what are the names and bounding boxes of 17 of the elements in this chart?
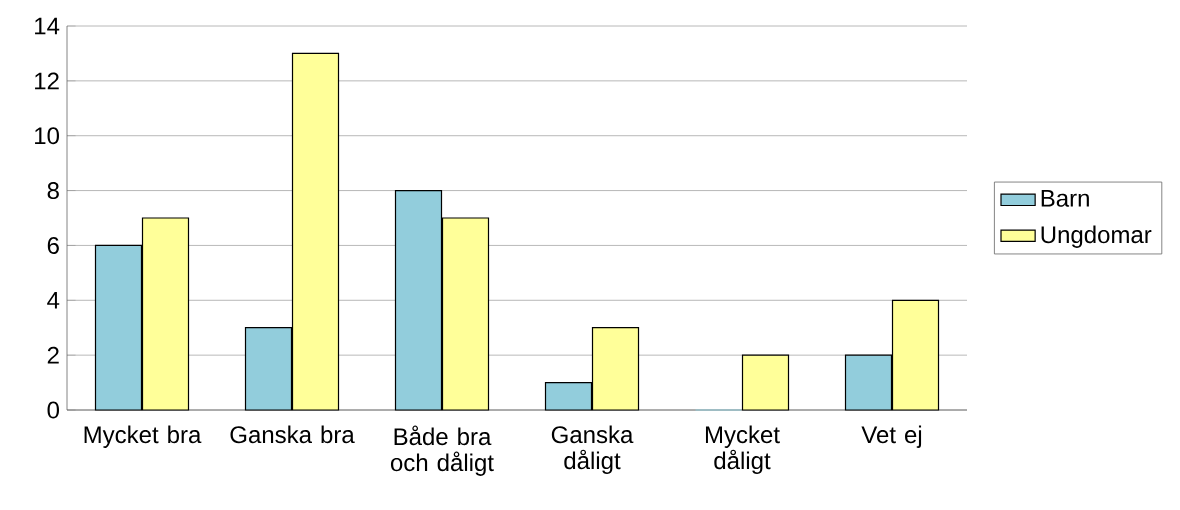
- x-tick-label: Vet ej: [861, 425, 922, 448]
- y-tick-label: 8: [47, 182, 59, 200]
- y-tick-label: 14: [35, 17, 60, 35]
- y-tick-label: 6: [47, 236, 59, 254]
- x-tick-label: Både bra och dåligt: [390, 425, 494, 476]
- legend-label: Ungdomar: [1041, 225, 1152, 248]
- x-tick-label: Mycket dåligt: [705, 425, 780, 474]
- x-tick-label: Mycket bra: [84, 425, 202, 448]
- y-tick-label: 0: [47, 401, 60, 419]
- y-tick-label: 10: [35, 127, 59, 145]
- y-tick-label: 2: [47, 346, 59, 364]
- y-tick-label: 12: [35, 72, 59, 90]
- x-tick-label: Ganska dåligt: [551, 425, 634, 474]
- y-tick-label: 4: [47, 292, 60, 309]
- bar: [741, 354, 790, 411]
- legend-label: Barn: [1041, 190, 1089, 207]
- x-tick-label: Ganska bra: [230, 425, 355, 444]
